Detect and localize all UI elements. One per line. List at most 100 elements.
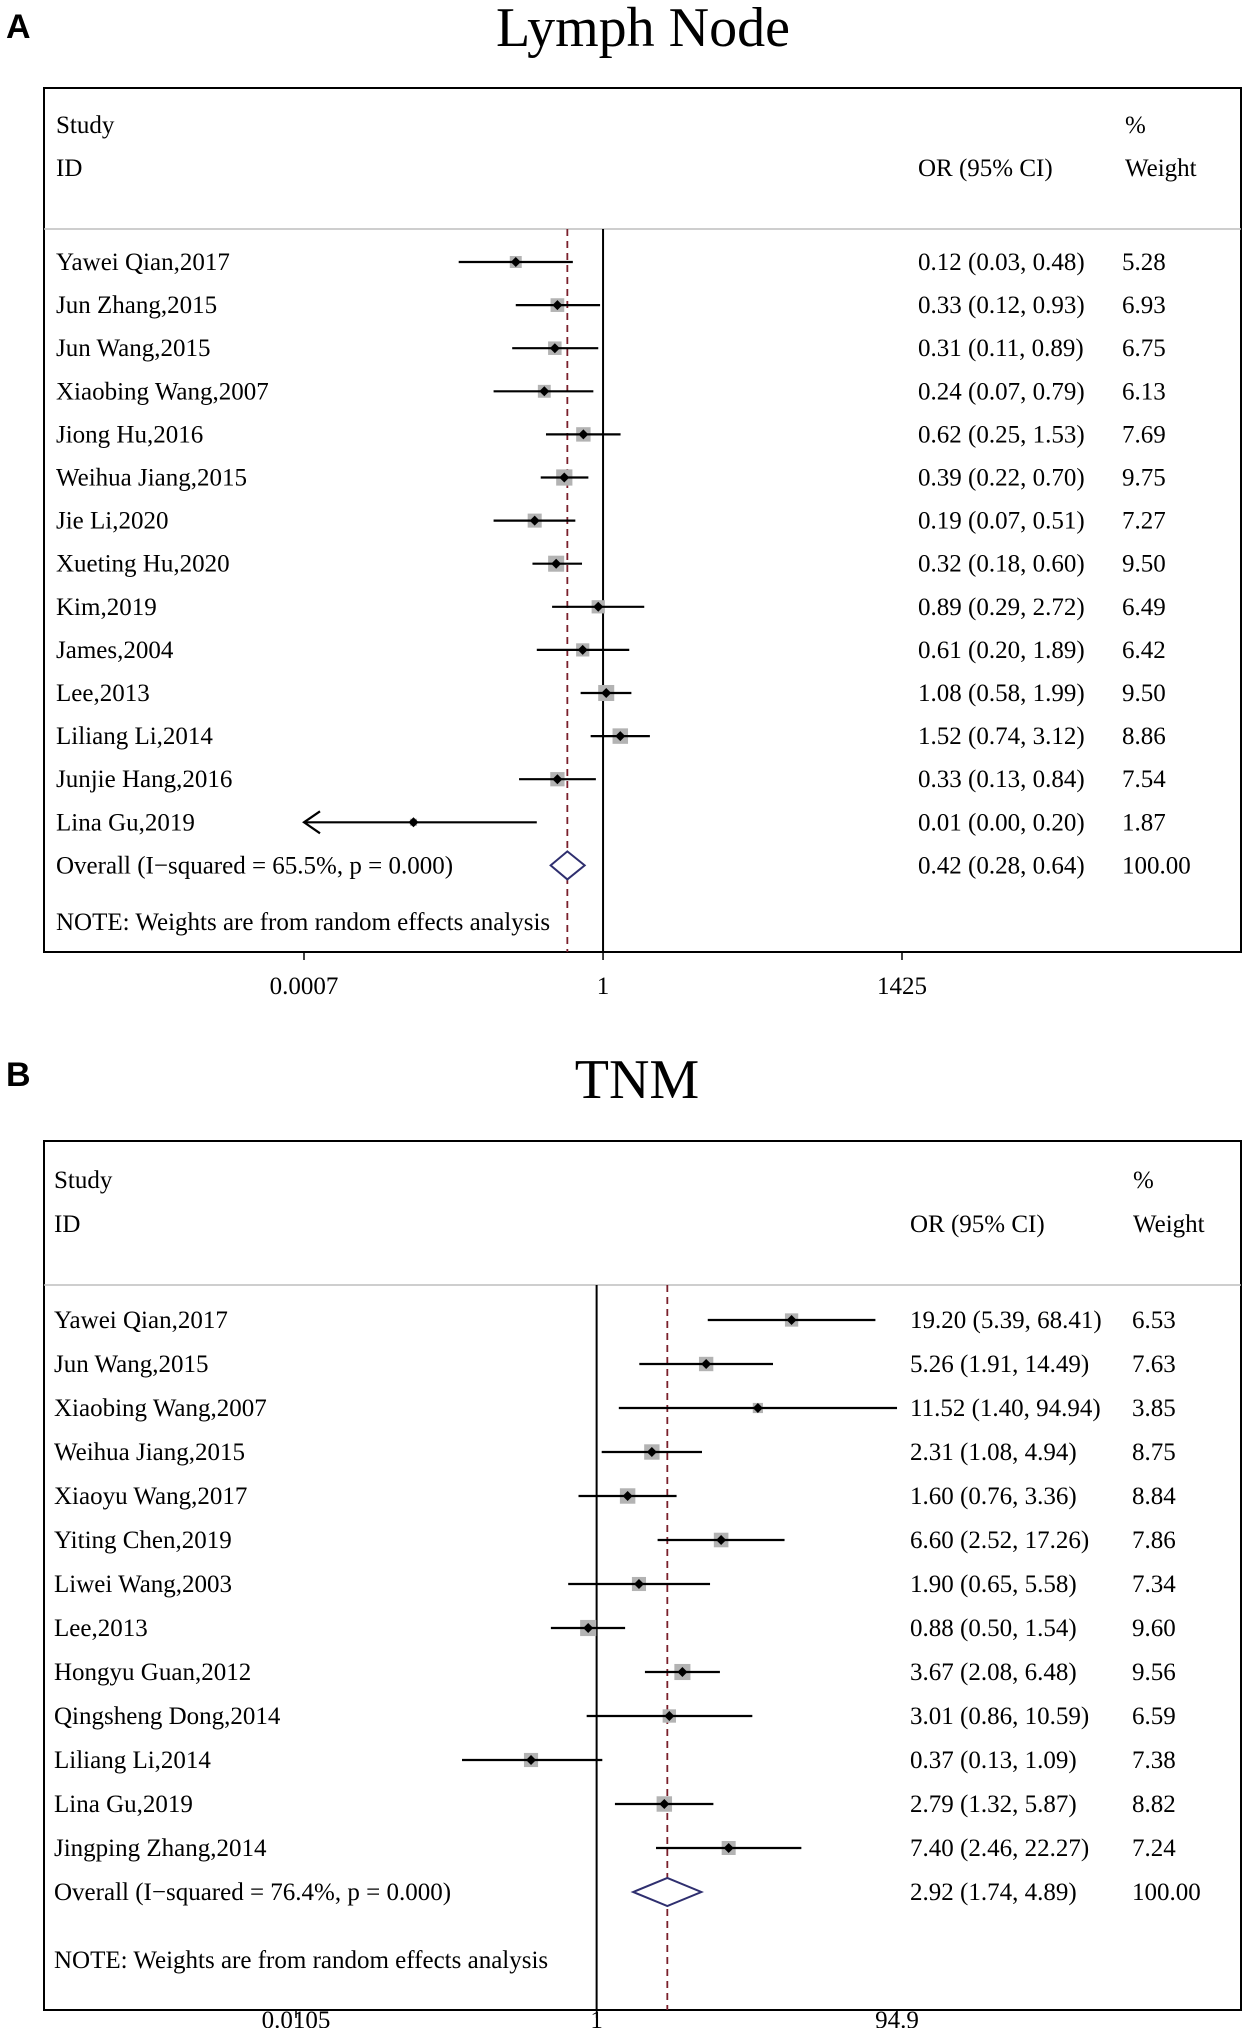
- study-id-label: Xiaoyu Wang,2017: [54, 1483, 247, 1510]
- study-id-label: Xiaobing Wang,2007: [54, 1395, 267, 1422]
- forest-plot-tnm: Study ID OR (95% CI)% Weight Yawei Qian,2017…: [43, 1140, 1242, 2028]
- header-weight: Weight: [1133, 1211, 1205, 1238]
- study-id-label: Weihua Jiang,2015: [56, 465, 247, 492]
- overall-or-ci-label: 2.92 (1.74, 4.89): [910, 1879, 1077, 1906]
- study-point-estimate: [526, 1755, 537, 1765]
- study-or-ci-label: 0.33 (0.13, 0.84): [918, 766, 1085, 793]
- study-id-label: Jun Wang,2015: [54, 1351, 208, 1378]
- study-weight-label: 9.50: [1122, 680, 1166, 707]
- study-point-estimate: [408, 817, 419, 828]
- study-or-ci-label: 0.33 (0.12, 0.93): [918, 292, 1085, 319]
- study-or-ci-label: 2.79 (1.32, 5.87): [910, 1791, 1077, 1818]
- study-point-estimate: [659, 1799, 670, 1809]
- study-or-ci-label: 0.37 (0.13, 1.09): [910, 1747, 1077, 1774]
- study-or-ci-label: 0.24 (0.07, 0.79): [918, 378, 1085, 405]
- study-or-ci-label: 0.01 (0.00, 0.20): [918, 809, 1085, 836]
- study-point-estimate: [552, 774, 563, 785]
- overall-weight-label: 100.00: [1122, 852, 1191, 879]
- study-point-estimate: [549, 343, 560, 354]
- study-point-estimate: [539, 386, 550, 397]
- study-or-ci-label: 0.39 (0.22, 0.70): [918, 465, 1085, 492]
- overall-label: Overall (I−squared = 65.5%, p = 0.000): [56, 852, 453, 879]
- header-or-ci: OR (95% CI): [918, 155, 1053, 182]
- study-point-estimate: [622, 1491, 633, 1501]
- study-weight-label: 6.59: [1132, 1703, 1176, 1730]
- study-id-label: Jiong Hu,2016: [56, 421, 203, 448]
- study-id-label: Yawei Qian,2017: [56, 249, 230, 276]
- study-id-label: Liwei Wang,2003: [54, 1571, 232, 1598]
- overall-label: Overall (I−squared = 76.4%, p = 0.000): [54, 1879, 451, 1906]
- study-id-label: Kim,2019: [56, 594, 157, 621]
- study-point-estimate: [723, 1843, 734, 1853]
- plot-frame: [43, 1140, 1242, 2011]
- study-or-ci-label: 1.52 (0.74, 3.12): [918, 723, 1085, 750]
- panel-a-label: A: [6, 8, 31, 46]
- study-id-label: James,2004: [56, 637, 174, 664]
- study-point-estimate: [551, 558, 562, 569]
- header-id: ID: [56, 155, 82, 182]
- study-point-estimate: [552, 300, 563, 311]
- study-point-estimate: [577, 644, 588, 655]
- study-weight-label: 9.50: [1122, 551, 1166, 578]
- study-weight-label: 5.28: [1122, 249, 1166, 276]
- study-or-ci-label: 6.60 (2.52, 17.26): [910, 1527, 1089, 1554]
- study-or-ci-label: 0.32 (0.18, 0.60): [918, 551, 1085, 578]
- study-or-ci-label: 0.19 (0.07, 0.51): [918, 508, 1085, 535]
- study-or-ci-label: 1.60 (0.76, 3.36): [910, 1483, 1077, 1510]
- study-id-label: Lee,2013: [54, 1615, 148, 1642]
- x-axis-tick-label: 1425: [877, 973, 927, 1000]
- header-percent: %: [1125, 112, 1146, 139]
- study-point-estimate: [583, 1623, 594, 1633]
- overall-diamond: [630, 1876, 704, 1908]
- overall-or-ci-label: 0.42 (0.28, 0.64): [918, 852, 1085, 879]
- study-id-label: Jun Zhang,2015: [56, 292, 217, 319]
- x-axis-tick-label: 1: [590, 2007, 603, 2028]
- study-id-label: Liliang Li,2014: [54, 1747, 211, 1774]
- study-weight-label: 1.87: [1122, 809, 1166, 836]
- plot-frame: [43, 87, 1242, 953]
- study-or-ci-label: 1.08 (0.58, 1.99): [918, 680, 1085, 707]
- study-weight-label: 6.49: [1122, 594, 1166, 621]
- x-axis-tick-label: 1: [597, 973, 610, 1000]
- weights-note: NOTE: Weights are from random effects an…: [56, 909, 550, 936]
- weights-note: NOTE: Weights are from random effects an…: [54, 1947, 548, 1974]
- study-weight-label: 3.85: [1132, 1395, 1176, 1422]
- study-point-estimate: [578, 429, 589, 440]
- study-weight-label: 6.13: [1122, 378, 1166, 405]
- study-or-ci-label: 3.01 (0.86, 10.59): [910, 1703, 1089, 1730]
- study-weight-label: 7.38: [1132, 1747, 1176, 1774]
- study-point-estimate: [786, 1315, 797, 1325]
- study-or-ci-label: 2.31 (1.08, 4.94): [910, 1439, 1077, 1466]
- study-point-estimate: [633, 1579, 644, 1589]
- study-id-label: Weihua Jiang,2015: [54, 1439, 245, 1466]
- study-point-estimate: [529, 515, 540, 526]
- header-study: Study: [56, 112, 115, 139]
- study-weight-label: 6.42: [1122, 637, 1166, 664]
- study-point-estimate: [752, 1403, 763, 1413]
- study-id-label: Liliang Li,2014: [56, 723, 213, 750]
- x-axis-tick-label: 0.0105: [262, 2007, 331, 2028]
- study-or-ci-label: 19.20 (5.39, 68.41): [910, 1307, 1102, 1334]
- study-point-estimate: [559, 472, 570, 483]
- panel-b-title: TNM: [574, 1049, 700, 1111]
- study-id-label: Jie Li,2020: [56, 508, 169, 535]
- x-axis-tick-label: 94.9: [875, 2007, 919, 2028]
- study-weight-label: 9.75: [1122, 465, 1166, 492]
- forest-plot-lymph-node: Study ID OR (95% CI)% Weight Yawei Qian,2017…: [43, 87, 1242, 1000]
- study-or-ci-label: 5.26 (1.91, 14.49): [910, 1351, 1089, 1378]
- x-axis-tick-label: 0.0007: [270, 973, 339, 1000]
- study-id-label: Lina Gu,2019: [56, 809, 195, 836]
- header-study: Study: [54, 1167, 113, 1194]
- study-id-label: Lina Gu,2019: [54, 1791, 193, 1818]
- study-id-label: Hongyu Guan,2012: [54, 1659, 251, 1686]
- header-percent: %: [1133, 1167, 1154, 1194]
- study-weight-label: 8.84: [1132, 1483, 1176, 1510]
- study-or-ci-label: 0.12 (0.03, 0.48): [918, 249, 1085, 276]
- study-weight-label: 8.86: [1122, 723, 1166, 750]
- study-weight-label: 6.53: [1132, 1307, 1176, 1334]
- study-or-ci-label: 0.31 (0.11, 0.89): [918, 335, 1084, 362]
- study-weight-label: 6.93: [1122, 292, 1166, 319]
- study-id-label: Xiaobing Wang,2007: [56, 378, 269, 405]
- header-weight: Weight: [1125, 155, 1197, 182]
- study-point-estimate: [677, 1667, 688, 1677]
